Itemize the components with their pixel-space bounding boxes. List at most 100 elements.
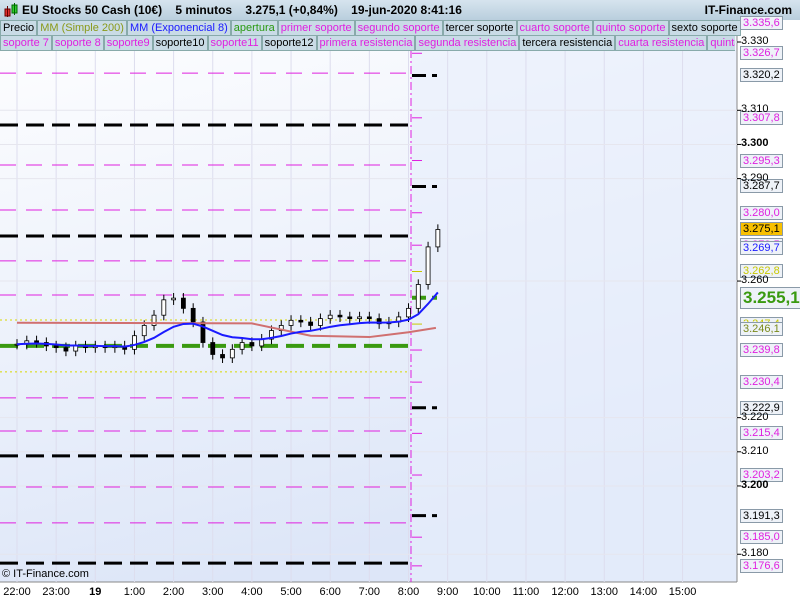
y-tick-label: 3.180 [741, 547, 769, 560]
legend-item[interactable]: cuarta resistencia [615, 35, 708, 51]
price-label: 3.246,1 [740, 321, 783, 336]
x-tick-label: 2:00 [162, 586, 185, 598]
candle [435, 229, 441, 248]
legend-item[interactable]: primer soporte [277, 20, 355, 36]
legend-item[interactable]: Precio [0, 20, 38, 36]
candle [415, 284, 421, 309]
legend-row-2: soporte 7 soporte 8 soporte9 soporte10 sopor… [0, 35, 735, 51]
legend-item[interactable]: soporte12 [261, 35, 317, 51]
y-tick-label: 3.260 [741, 274, 769, 287]
legend-item[interactable]: MM (Simple 200) [37, 20, 127, 36]
x-tick-label: 12:00 [551, 586, 579, 598]
x-tick-label: 11:00 [512, 586, 540, 598]
legend-item[interactable]: apertura [230, 20, 278, 36]
legend-item[interactable]: quinto soporte [592, 20, 669, 36]
price-label: 3.295,3 [740, 153, 783, 168]
title-bar: EU Stocks 50 Cash (10€) 5 minutos 3.275,… [0, 0, 800, 20]
legend-item[interactable]: MM (Exponencial 8) [126, 20, 231, 36]
legend-item[interactable]: soporte 8 [51, 35, 104, 51]
legend-item[interactable]: soporte 7 [0, 35, 52, 51]
x-tick-label: 19 [89, 586, 102, 598]
session-background [411, 50, 737, 582]
candle [327, 314, 333, 320]
price-label: 3.230,4 [740, 375, 783, 390]
legend-item[interactable]: segundo soporte [354, 20, 443, 36]
sma200-line [16, 321, 437, 339]
price-label: 3.275,1 [740, 222, 783, 237]
x-tick-label: 5:00 [280, 586, 302, 598]
price-label: 3.262,8 [740, 264, 783, 279]
price-label: 3.191,3 [740, 508, 783, 523]
x-tick-label: 13:00 [590, 586, 619, 598]
price-label: 3.269,7 [740, 240, 783, 255]
candle [229, 348, 235, 359]
candle [73, 345, 79, 352]
price-label: 3.222,9 [740, 400, 783, 415]
candle [180, 297, 186, 309]
price-label: 3.320,2 [740, 68, 783, 83]
y-tick-label: 3.300 [741, 137, 769, 150]
legend-item[interactable]: cuarto soporte [516, 20, 593, 36]
candlestick-logo-icon [4, 3, 18, 17]
price-label: 3.176,6 [740, 558, 783, 573]
candle [190, 307, 196, 323]
candle [171, 297, 177, 301]
x-tick-label: 8:00 [397, 586, 420, 598]
legend-item[interactable]: segunda resistencia [415, 35, 520, 51]
legend-item[interactable]: quinta r [707, 35, 735, 51]
candle [406, 307, 411, 318]
y-tick-label: 3.290 [741, 171, 769, 184]
price-label: 3.280,0 [740, 205, 783, 220]
price-label: 3.215,4 [740, 426, 783, 441]
price-label: 3.335,6 [740, 15, 783, 30]
legend-item[interactable]: soporte9 [103, 35, 153, 51]
candle [249, 342, 255, 347]
y-tick-label: 3.200 [741, 478, 769, 491]
candle [210, 342, 216, 355]
candle [220, 354, 225, 359]
brand-label: IT-Finance.com [704, 3, 792, 17]
candle [376, 318, 382, 325]
x-tick-label: 9:00 [436, 586, 459, 598]
price-label: 3.307,8 [740, 110, 783, 125]
candle [318, 318, 323, 326]
candle [298, 319, 304, 323]
x-tick-label: 6:00 [319, 586, 341, 598]
legend-row-1: Precio MM (Simple 200) MM (Exponencial 8) a… [0, 20, 741, 36]
candle [425, 246, 431, 285]
price-label: 3.203,2 [740, 468, 783, 483]
x-tick-label: 1:00 [123, 586, 146, 598]
legend-item[interactable]: soporte11 [207, 35, 262, 51]
candle [347, 316, 353, 320]
legend-item[interactable]: tercera resistencia [519, 35, 616, 51]
candle [63, 347, 69, 352]
price-label: 3.239,8 [740, 343, 783, 358]
x-tick-label: 4:00 [241, 586, 263, 598]
price-label: 3.185,0 [740, 530, 783, 545]
y-tick-label: 3.220 [741, 410, 769, 423]
legend-item[interactable]: primera resistencia [316, 35, 416, 51]
candle [239, 342, 245, 350]
legend-item[interactable]: soporte10 [152, 35, 208, 51]
x-tick-label: 3:00 [202, 586, 224, 598]
candle [151, 314, 157, 326]
candle [278, 325, 284, 331]
candle [53, 345, 59, 349]
candle [337, 314, 343, 318]
y-tick-label: 3.330 [741, 35, 769, 47]
candle [288, 319, 294, 326]
x-tick-label: 7:00 [358, 586, 381, 598]
legend-item[interactable]: sexto soporte [668, 20, 741, 36]
chart-title: EU Stocks 50 Cash (10€) 5 minutos 3.275,… [22, 3, 462, 17]
candle [308, 321, 314, 326]
candle [366, 316, 372, 320]
x-tick-label: 10:00 [473, 586, 501, 598]
price-label: 3.287,7 [740, 179, 783, 194]
x-tick-label: 22:00 [3, 586, 31, 598]
y-tick-label: 3.310 [741, 103, 769, 116]
legend-item[interactable]: tercer soporte [442, 20, 517, 36]
y-tick-label: 3.210 [741, 444, 769, 457]
candle [357, 316, 362, 320]
candle [269, 330, 274, 340]
